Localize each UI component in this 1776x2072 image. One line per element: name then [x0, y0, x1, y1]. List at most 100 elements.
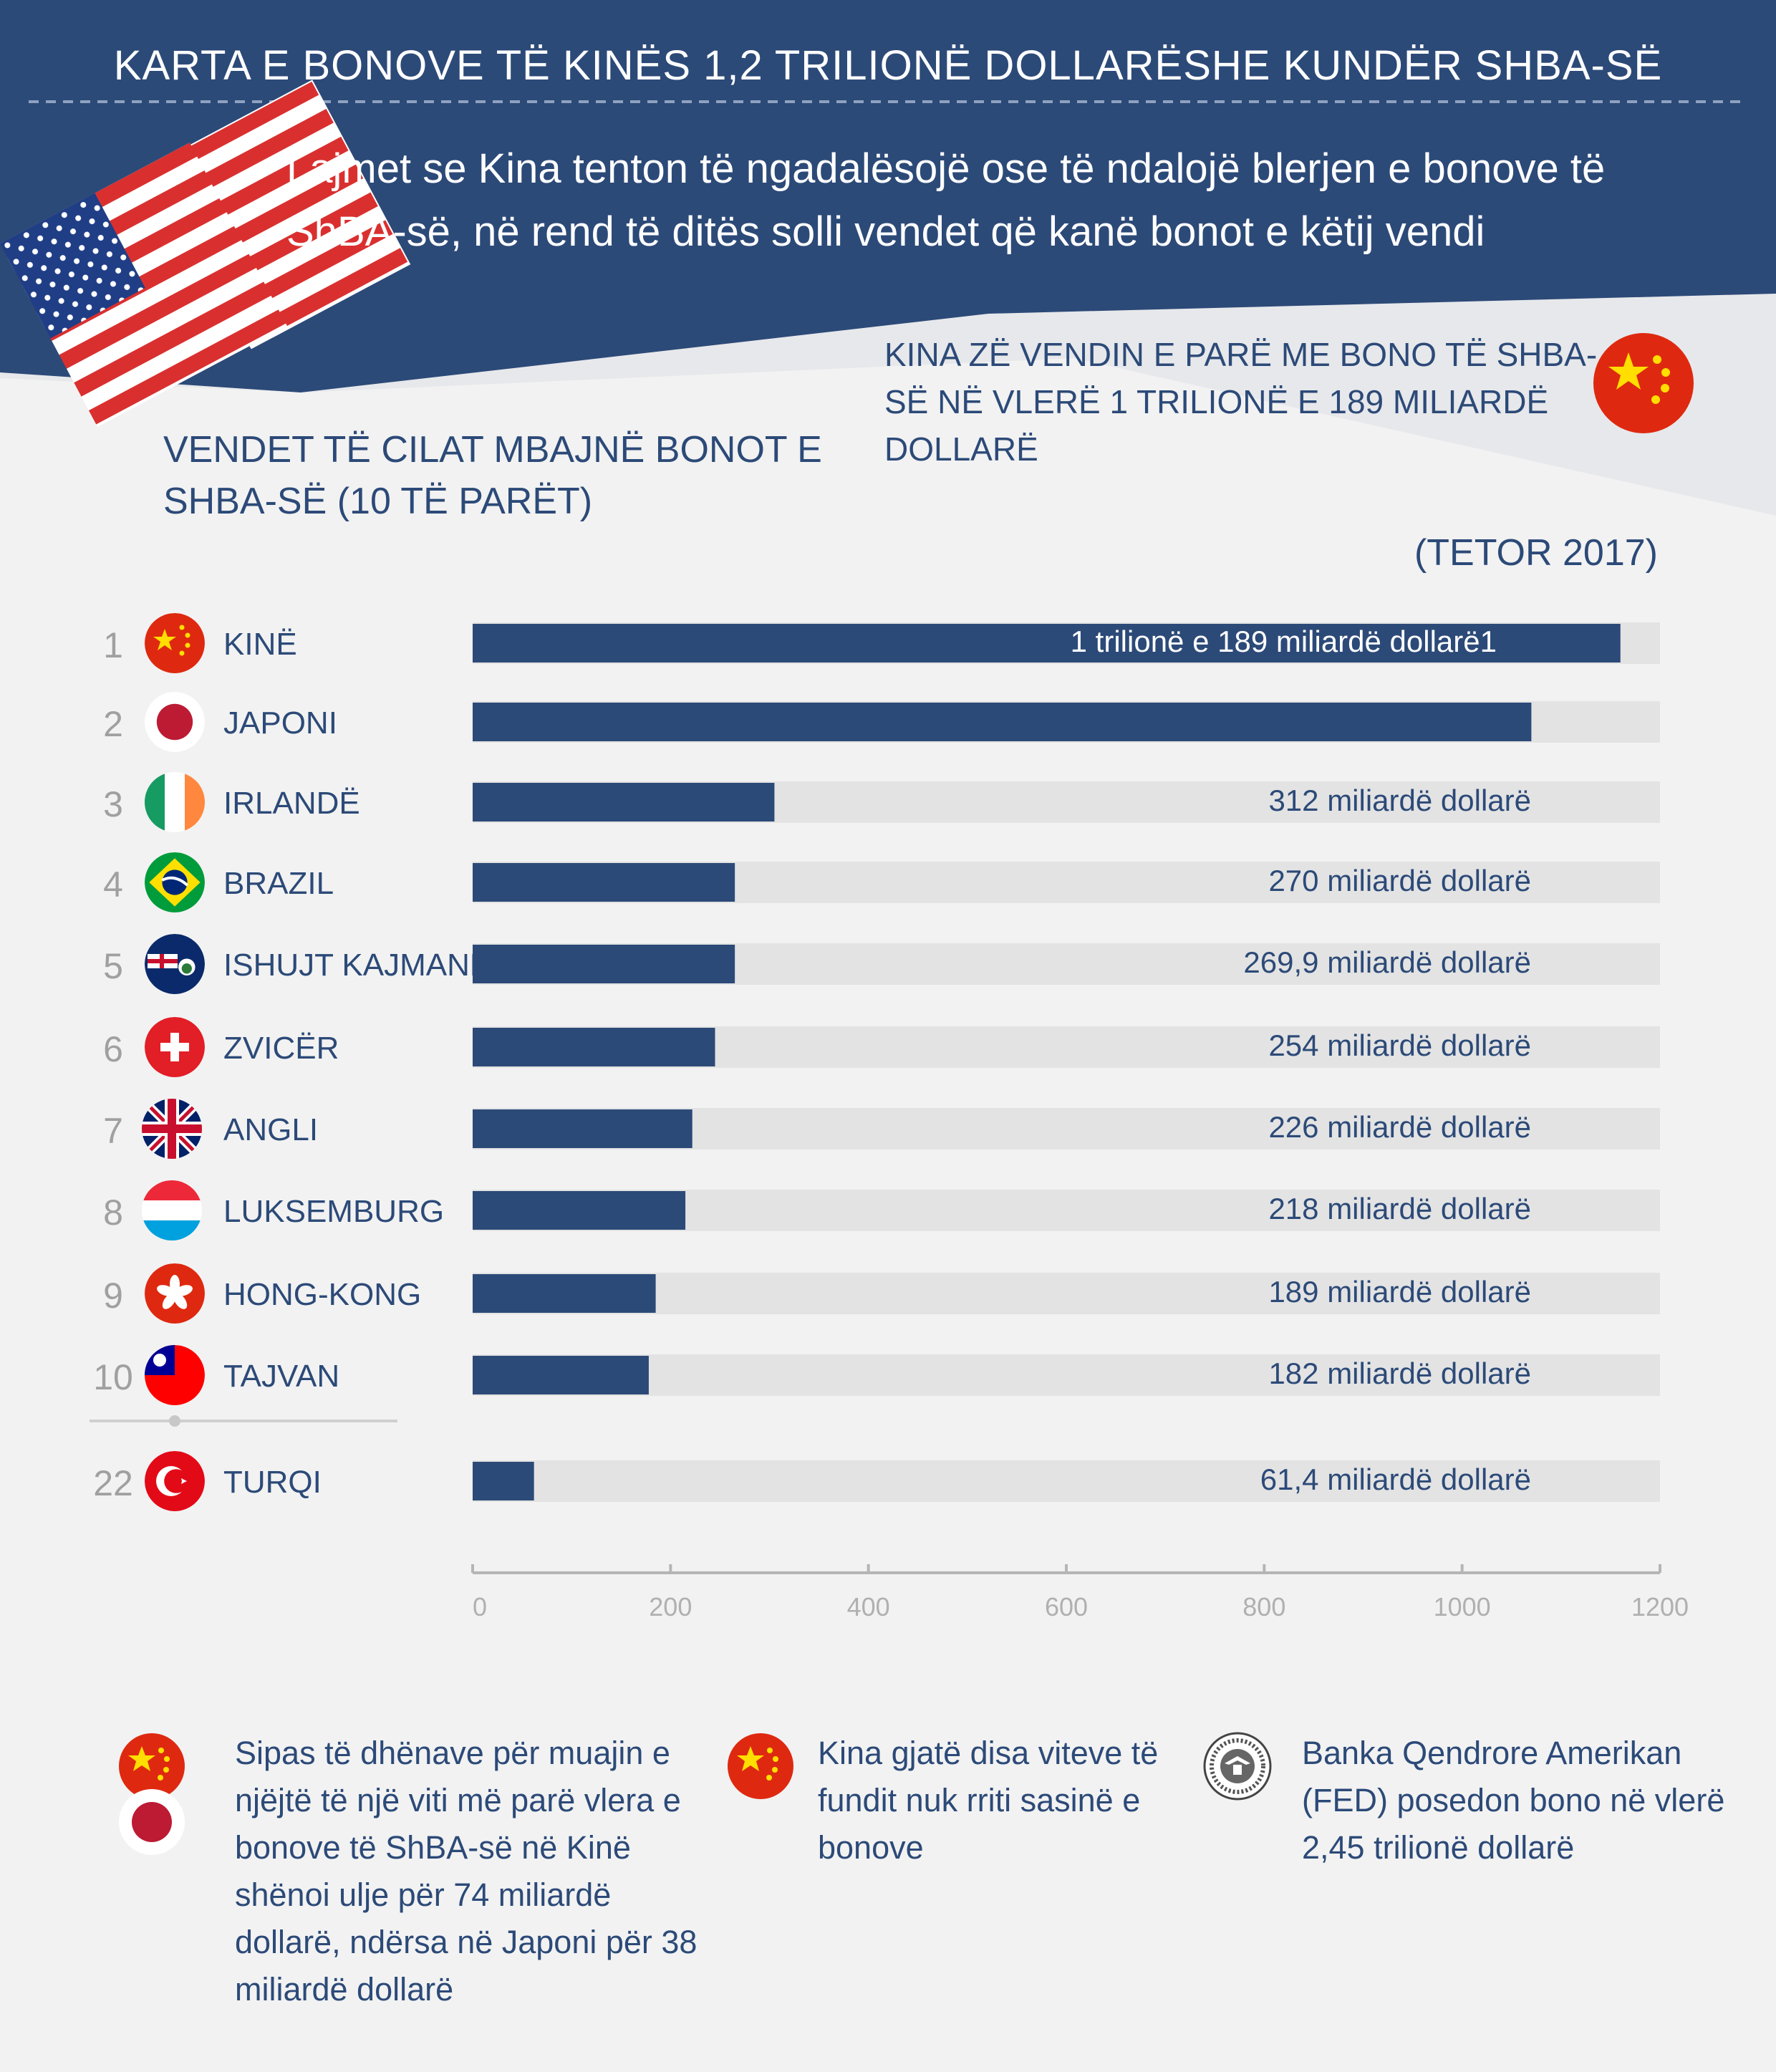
flag-part [145, 613, 205, 673]
x-tick-label: 600 [1045, 1592, 1088, 1622]
bar [473, 1356, 649, 1394]
china-flag-icon [728, 1733, 793, 1799]
flag-part [161, 876, 188, 887]
flag-part [145, 772, 165, 832]
flag-body [142, 1180, 202, 1240]
country-label: TAJVAN [223, 1359, 339, 1394]
x-tick-label: 1200 [1631, 1592, 1689, 1622]
flag-body [145, 1017, 205, 1077]
flag-part [173, 1293, 188, 1309]
bar-value-label: 226 miliardë dollarë [1268, 1110, 1531, 1144]
china-flag-icon [145, 613, 205, 673]
bar-value-label: 1trilionë e 93 miliardë dollarë [1147, 703, 1531, 737]
flag-body [145, 934, 205, 994]
flag-part [153, 629, 176, 650]
flag-body [145, 772, 205, 832]
country-label: ISHUJT KAJMANE [223, 948, 491, 983]
flag-part [142, 1180, 202, 1200]
bar-chart: 1 KINË 1 trilionë e 189 miliardë dollarë1 2… [90, 613, 1689, 1622]
china-flag-icon [1593, 333, 1694, 433]
bar [473, 1462, 534, 1500]
flag-part [181, 963, 192, 974]
bar-value-label: 218 miliardë dollarë [1268, 1192, 1531, 1225]
rank-number: 1 [103, 625, 123, 665]
bar [473, 863, 735, 902]
flag-part [153, 1354, 166, 1367]
rank-number: 5 [103, 946, 123, 986]
flag-body [145, 692, 205, 752]
bar [473, 945, 735, 983]
rank-number: 8 [103, 1192, 123, 1233]
country-label: JAPONI [223, 705, 337, 741]
top10-heading: VENDET TË CILAT MBAJNË BONOT E SHBA-SË (… [163, 429, 822, 522]
bar-value-label: 189 miliardë dollarë [1268, 1275, 1531, 1309]
x-tick-label: 800 [1242, 1592, 1285, 1622]
rank-number: 7 [103, 1111, 123, 1151]
flag-body [145, 613, 205, 673]
flag-part [157, 1285, 175, 1296]
bar-value-label: 269,9 miliardë dollarë [1243, 945, 1531, 979]
country-label: HONG-KONG [223, 1277, 421, 1312]
rank-separator-dot [169, 1415, 180, 1427]
x-tick-label: 1000 [1434, 1592, 1491, 1622]
footer-note-3: Banka Qendrore Amerikan (FED) posedon bo… [1302, 1735, 1725, 1866]
flag-part [185, 632, 190, 638]
bar-value-label: 182 miliardë dollarë [1268, 1357, 1531, 1390]
country-label: ZVICËR [223, 1031, 339, 1066]
rank-number: 2 [103, 704, 123, 744]
bar [473, 624, 1621, 662]
bar [473, 1274, 656, 1313]
cayman-flag-icon [145, 934, 205, 994]
flag-part [165, 772, 185, 832]
uk-flag-icon [142, 1099, 202, 1159]
footer-note-2: Kina gjatë disa viteve të fundit nuk rri… [818, 1735, 1159, 1866]
rank-number: 10 [93, 1357, 133, 1397]
flag-part [179, 625, 185, 630]
bar [473, 703, 1532, 741]
country-label: KINË [223, 627, 297, 662]
flag-part [181, 1478, 187, 1484]
flag-part [168, 1099, 176, 1159]
us-flag-icon [0, 79, 411, 428]
china-flag-icon [119, 1733, 185, 1799]
flag-part [156, 703, 193, 741]
flag-part [142, 1220, 202, 1240]
country-label: LUKSEMBURG [223, 1194, 444, 1229]
luxembourg-flag-icon [142, 1180, 202, 1240]
brazil-flag-icon [145, 852, 205, 912]
flag-body [145, 852, 205, 912]
switzerland-flag-icon [145, 1017, 205, 1077]
bar-value-label: 61,4 miliardë dollarë [1260, 1463, 1531, 1496]
japan-flag-icon [119, 1789, 185, 1855]
flag-body [145, 1345, 205, 1405]
hongkong-flag-icon [145, 1263, 205, 1324]
rank-number: 22 [93, 1463, 133, 1503]
flag-part [142, 1200, 202, 1220]
bar [473, 1028, 715, 1066]
flag-part [160, 954, 164, 968]
flag-part [174, 1285, 193, 1296]
country-label: BRAZIL [223, 866, 334, 901]
footer-note-1: Sipas të dhënave për muajin e njëjtë të … [235, 1735, 698, 2008]
flag-body [145, 1451, 205, 1511]
flag-part [162, 869, 188, 895]
bar-value-label: 270 miliardë dollarë [1268, 864, 1531, 897]
flag-part [185, 642, 190, 648]
flag-part [162, 1293, 176, 1309]
bar-value-label: 254 miliardë dollarë [1268, 1028, 1531, 1062]
rank-number: 6 [103, 1029, 123, 1069]
rank-number: 4 [103, 864, 123, 905]
x-tick-label: 200 [649, 1592, 692, 1622]
bar-value-label: 1 trilionë e 189 miliardë dollarë1 [1071, 625, 1497, 658]
bar [473, 783, 775, 821]
country-label: ANGLI [223, 1112, 318, 1147]
header-banner [0, 0, 1776, 516]
flag-part [164, 1469, 188, 1493]
flag-part [160, 1043, 189, 1051]
bar-track [473, 1273, 1660, 1314]
country-label: TURQI [223, 1465, 322, 1500]
country-label: IRLANDË [223, 786, 360, 821]
flag-part [179, 650, 185, 656]
date-label: (TETOR 2017) [1414, 532, 1658, 574]
bar-track [473, 1354, 1660, 1396]
